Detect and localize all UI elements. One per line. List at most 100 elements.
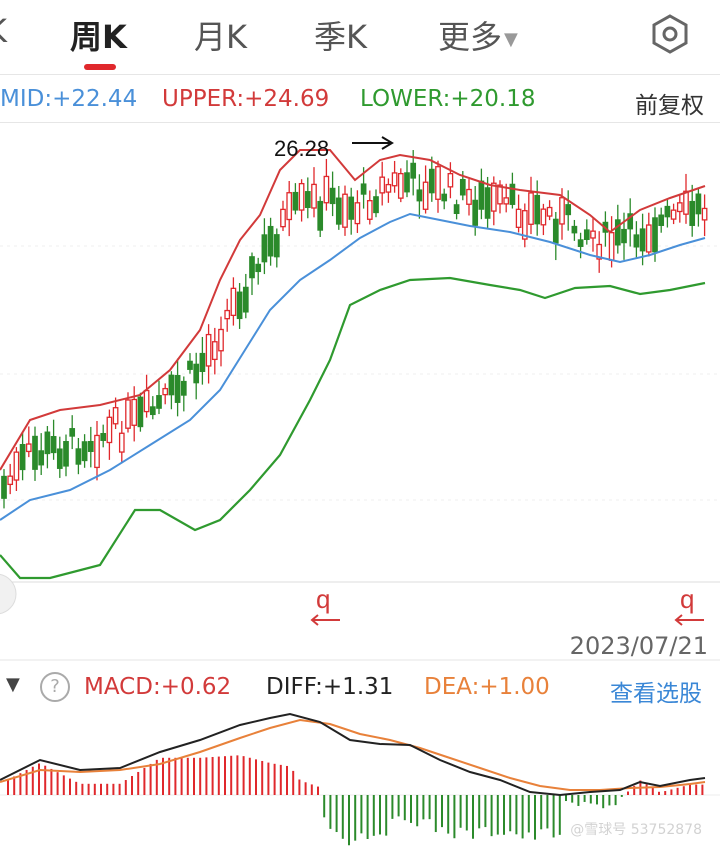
candle-body bbox=[453, 204, 460, 215]
candle-body bbox=[255, 263, 262, 273]
candle-body bbox=[484, 187, 491, 219]
event-marker-left[interactable]: q bbox=[316, 584, 330, 614]
candle-body bbox=[317, 200, 324, 231]
candle-body bbox=[25, 443, 32, 453]
indicator-dropdown-icon[interactable]: ▼ bbox=[6, 674, 20, 695]
candle-body bbox=[689, 200, 696, 226]
candle-body bbox=[410, 162, 417, 179]
tab-more[interactable]: 更多 ▼ bbox=[438, 12, 518, 58]
boll-lower-line bbox=[0, 276, 706, 580]
tab-monthly[interactable]: 月K bbox=[194, 18, 247, 56]
candle-body bbox=[94, 434, 100, 469]
candle-body bbox=[701, 207, 708, 221]
candle-body bbox=[670, 209, 677, 220]
candle-body bbox=[509, 183, 516, 205]
candle-body bbox=[156, 395, 162, 409]
help-icon[interactable]: ? bbox=[40, 672, 70, 702]
candle-body bbox=[292, 191, 299, 211]
candlestick-group bbox=[1, 150, 708, 509]
tab-more-label: 更多 bbox=[438, 18, 503, 56]
candle-body bbox=[528, 192, 534, 225]
candle-body bbox=[211, 341, 218, 361]
candle-body bbox=[112, 407, 119, 425]
candle-body bbox=[131, 398, 138, 426]
candle-body bbox=[676, 202, 683, 213]
boll-upper-value: UPPER:+24.69 bbox=[162, 86, 330, 112]
candle-body bbox=[32, 435, 38, 470]
candle-body bbox=[447, 173, 454, 188]
event-marker-right[interactable]: q bbox=[680, 584, 694, 614]
candle-body bbox=[342, 193, 348, 228]
candle-body bbox=[162, 387, 169, 396]
peak-arrowhead bbox=[381, 136, 394, 150]
candle-body bbox=[118, 432, 125, 453]
candle-body bbox=[459, 178, 466, 196]
candle-body bbox=[44, 431, 51, 455]
candle-body bbox=[38, 450, 45, 466]
candle-body bbox=[472, 199, 479, 226]
dea-value: DEA:+1.00 bbox=[424, 674, 550, 700]
candle-body bbox=[149, 406, 156, 416]
candle-body bbox=[583, 229, 590, 241]
candle-body bbox=[1, 475, 7, 499]
candle-body bbox=[546, 206, 553, 217]
candle-body bbox=[590, 230, 596, 239]
candle-body bbox=[503, 197, 510, 205]
candle-body bbox=[614, 219, 621, 246]
candle-body bbox=[627, 213, 634, 230]
candle-body bbox=[404, 172, 410, 193]
candle-body bbox=[373, 196, 379, 214]
diff-line bbox=[0, 712, 706, 797]
marker-arrowhead bbox=[310, 614, 319, 626]
candle-body bbox=[391, 172, 398, 187]
tab-daily[interactable]: K bbox=[0, 12, 7, 50]
candle-body bbox=[397, 172, 404, 199]
candle-body bbox=[652, 217, 658, 253]
boll-indicator-row: MID:+22.44 UPPER:+24.69 LOWER:+20.18 前复权 bbox=[0, 80, 720, 120]
candle-body bbox=[466, 188, 472, 205]
price-adjust-selector[interactable]: 前复权 bbox=[635, 93, 704, 119]
watermark: @雪球号 53752878 bbox=[570, 822, 702, 838]
candle-body bbox=[273, 234, 280, 258]
candle-body bbox=[267, 225, 274, 257]
candle-body bbox=[224, 309, 231, 320]
candle-body bbox=[416, 189, 423, 202]
candle-body bbox=[137, 396, 144, 428]
scroll-handle[interactable] bbox=[0, 573, 17, 615]
candle-body bbox=[50, 436, 57, 454]
boll-mid-line bbox=[0, 212, 706, 521]
candle-body bbox=[645, 224, 652, 253]
candle-body bbox=[428, 168, 435, 194]
candle-body bbox=[236, 291, 243, 320]
candle-body bbox=[106, 416, 113, 444]
boll-lower-value: LOWER:+20.18 bbox=[360, 86, 536, 112]
candle-body bbox=[658, 214, 665, 226]
tab-quarterly[interactable]: 季K bbox=[314, 18, 367, 56]
candle-body bbox=[379, 176, 386, 194]
candle-body bbox=[335, 197, 342, 225]
candle-body bbox=[249, 256, 255, 279]
candle-body bbox=[87, 440, 94, 452]
candle-body bbox=[695, 193, 702, 215]
candle-body bbox=[348, 196, 355, 220]
candle-body bbox=[7, 475, 14, 486]
settings-hexagon-icon[interactable] bbox=[648, 12, 692, 56]
tab-weekly[interactable]: 周K bbox=[70, 18, 127, 56]
candle-body bbox=[311, 183, 317, 209]
peak-price-label: 26.28 bbox=[274, 136, 329, 161]
candle-body bbox=[552, 218, 559, 244]
candle-body bbox=[230, 287, 237, 317]
candle-body bbox=[261, 234, 268, 263]
candle-body bbox=[286, 192, 293, 221]
candle-body bbox=[13, 451, 20, 481]
candle-body bbox=[69, 428, 76, 437]
candle-body bbox=[168, 374, 175, 396]
candle-body bbox=[81, 441, 88, 462]
candle-body bbox=[199, 352, 206, 373]
candle-body bbox=[435, 166, 441, 200]
marker-arrowhead bbox=[674, 614, 683, 626]
view-stock-picks-link[interactable]: 查看选股 bbox=[610, 681, 702, 707]
candle-body bbox=[323, 175, 330, 204]
candle-body bbox=[565, 204, 572, 216]
